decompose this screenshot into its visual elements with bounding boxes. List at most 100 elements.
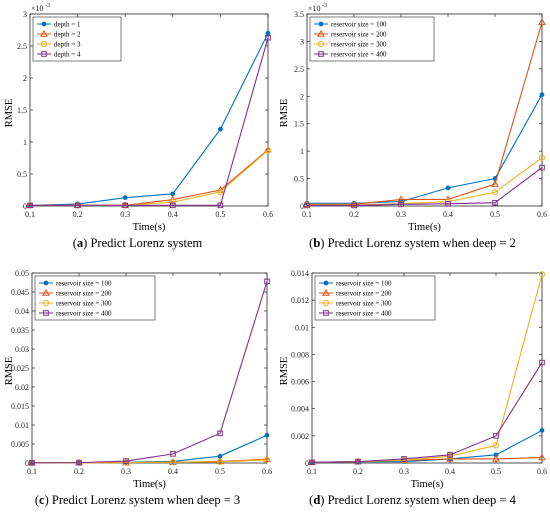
legend: depth = 1 depth = 2 depth = 3 depth = 4 — [32, 16, 122, 62]
marker — [491, 180, 499, 187]
x-tick-label: 0.6 — [537, 210, 547, 219]
series-line — [311, 362, 543, 463]
marker — [539, 428, 545, 433]
x-tick-label: 0.4 — [445, 467, 455, 476]
marker — [217, 430, 223, 437]
y-tick-label: 0.03 — [15, 345, 29, 354]
marker — [123, 458, 129, 464]
y-tick-label: 0.04 — [15, 307, 29, 316]
x-tick-label: 0.4 — [168, 210, 178, 219]
y-tick-label: 1 — [300, 147, 304, 156]
y-tick-label: 0.015 — [11, 402, 29, 411]
marker — [122, 195, 128, 201]
caption-text: Predict Lorenz system — [90, 236, 203, 250]
marker — [538, 154, 546, 161]
x-axis-label: Time(s) — [133, 222, 166, 232]
marker — [264, 278, 270, 285]
marker — [263, 456, 271, 464]
y-axis-label: RMSE — [4, 99, 15, 128]
marker — [122, 202, 129, 209]
marker — [322, 299, 330, 307]
y-tick-label: 0.05 — [15, 269, 29, 278]
panel-a: 0 0.5 1 1.5 2 2.5 3 0.1 0.2 0.3 0.4 0.5 0.6 Time(s) RM… — [0, 0, 275, 257]
legend-label: depth = 1 — [54, 21, 81, 29]
y-tick-label: 1.5 — [294, 120, 304, 129]
legend-label: reservoir size = 100 — [56, 280, 112, 288]
marker — [40, 40, 48, 48]
marker — [40, 29, 48, 37]
legend: reservoir size = 100 reservoir size = 200… — [309, 16, 435, 62]
marker — [170, 451, 176, 457]
x-tick-label: 0.5 — [490, 210, 500, 219]
y-tick-label: 0.012 — [291, 296, 309, 305]
exponent-power: -3 — [322, 3, 327, 9]
marker — [491, 189, 499, 196]
panel-letter: d — [313, 493, 321, 507]
exponent-label: ×10 — [308, 4, 321, 13]
caption-b: (b) Predict Lorenz system when deep = 2 — [309, 236, 516, 250]
marker — [217, 188, 224, 196]
caption-text: Predict Lorenz system when deep = 4 — [327, 493, 516, 507]
y-axis-label: RMSE — [279, 357, 290, 386]
legend-label: depth = 4 — [54, 51, 81, 59]
y-tick-label: 0.02 — [15, 383, 29, 392]
x-tick-label: 0.5 — [215, 467, 225, 476]
series-line — [31, 281, 268, 464]
marker — [74, 202, 81, 209]
legend-label: reservoir size = 400 — [336, 310, 392, 318]
x-axis-label: Time(s) — [408, 222, 441, 232]
marker — [218, 126, 223, 132]
marker — [539, 92, 545, 98]
x-tick-label: 0.3 — [121, 467, 131, 476]
marker — [309, 459, 315, 466]
legend-label: reservoir size = 400 — [331, 51, 387, 59]
marker — [323, 280, 329, 286]
marker — [445, 201, 451, 207]
marker — [323, 310, 329, 316]
y-tick-label: 0.035 — [11, 326, 29, 335]
y-tick-label: 2 — [23, 74, 27, 83]
marker — [538, 271, 546, 278]
y-tick-label: 0.004 — [291, 405, 309, 414]
y-tick-label: 0 — [23, 202, 27, 211]
x-tick-label: 0.6 — [263, 210, 273, 219]
series-1 — [27, 30, 271, 208]
marker — [355, 458, 361, 465]
marker — [401, 456, 407, 462]
y-tick-label: 0 — [300, 202, 304, 211]
marker — [170, 191, 176, 197]
legend: reservoir size = 100 reservoir size = 200… — [314, 275, 436, 321]
marker — [539, 359, 545, 366]
marker — [41, 21, 47, 27]
marker — [539, 164, 545, 171]
y-tick-label: 3 — [23, 10, 27, 19]
legend-label: reservoir size = 400 — [56, 310, 112, 318]
y-tick-label: 0.005 — [11, 440, 29, 449]
x-tick-label: 0.5 — [491, 467, 501, 476]
marker — [445, 185, 451, 191]
legend-label: reservoir size = 200 — [56, 290, 112, 298]
legend-label: depth = 2 — [54, 31, 81, 39]
series-4 — [29, 278, 270, 466]
marker — [538, 453, 546, 461]
x-tick-label: 0.3 — [399, 467, 409, 476]
marker — [492, 199, 498, 206]
legend-label: reservoir size = 200 — [331, 31, 387, 39]
chart-b: 0 0.5 1 1.5 2 2.5 3 3.5 0.1 0.2 0.3 0.4 0.5 0.6 Time(s… — [279, 3, 547, 232]
panel-letter: a — [76, 236, 84, 250]
x-tick-label: 0.5 — [215, 210, 225, 219]
x-tick-label: 0.3 — [120, 210, 130, 219]
marker — [217, 202, 224, 209]
y-tick-label: 3 — [300, 37, 304, 46]
marker — [265, 30, 271, 36]
y-tick-label: 2.5 — [294, 65, 304, 74]
marker — [43, 280, 49, 286]
marker — [76, 459, 82, 466]
x-tick-label: 0.6 — [262, 467, 272, 476]
exponent-label: ×10 — [31, 4, 44, 13]
y-tick-label: 2.5 — [17, 42, 27, 51]
panel-b: 0 0.5 1 1.5 2 2.5 3 3.5 0.1 0.2 0.3 0.4 0.5 0.6 Time(s… — [275, 0, 550, 257]
legend: reservoir size = 100 reservoir size = 200… — [34, 275, 156, 321]
panel-d: 0 0.002 0.004 0.006 0.008 0.01 0.012 0.014 0.1 0.… — [275, 257, 550, 514]
x-tick-label: 0.4 — [443, 210, 453, 219]
